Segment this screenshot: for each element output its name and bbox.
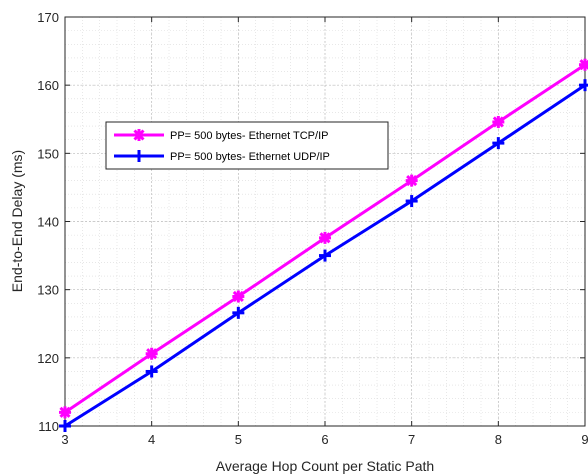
data-point (492, 137, 505, 150)
data-point (405, 174, 418, 187)
x-tick-label: 3 (61, 432, 68, 447)
data-point (319, 231, 331, 244)
x-tick-label: 5 (235, 432, 242, 447)
data-point (579, 79, 588, 92)
y-tick-label: 130 (37, 283, 59, 298)
legend-label: PP= 500 bytes- Ethernet TCP/IP (170, 130, 328, 142)
legend-swatch-marker (133, 150, 145, 162)
legend-label: PP= 500 bytes- Ethernet UDP/IP (170, 151, 330, 163)
data-point (492, 115, 505, 128)
data-point (145, 365, 158, 378)
data-point (319, 249, 331, 262)
series-layer (59, 58, 588, 432)
y-tick-label: 140 (37, 215, 59, 230)
legend: PP= 500 bytes- Ethernet TCP/IP PP= 500 by… (105, 121, 389, 170)
y-tick-label: 170 (37, 10, 59, 25)
x-axis: 3 4 5 6 7 8 9 (61, 17, 588, 447)
legend-entry: PP= 500 bytes- Ethernet TCP/IP (114, 129, 328, 142)
x-axis-label: Average Hop Count per Static Path (216, 458, 434, 474)
data-point (232, 290, 245, 303)
x-tick-label: 8 (495, 432, 502, 447)
data-point (59, 420, 71, 432)
x-tick-label: 7 (408, 432, 415, 447)
x-tick-label: 9 (581, 432, 588, 447)
series-2 (59, 79, 588, 432)
data-point (579, 58, 588, 71)
data-point (145, 347, 158, 360)
y-axis: 110 120 130 140 150 160 170 (37, 10, 585, 434)
y-tick-label: 120 (37, 351, 59, 366)
y-axis-label: End-to-End Delay (ms) (9, 150, 25, 292)
legend-box (105, 121, 389, 170)
legend-entry: PP= 500 bytes- Ethernet UDP/IP (114, 150, 330, 163)
x-tick-label: 4 (148, 432, 155, 447)
series-1 (59, 58, 588, 419)
data-point (59, 406, 71, 419)
y-tick-label: 160 (37, 78, 59, 93)
y-tick-label: 150 (37, 146, 59, 161)
x-tick-label: 6 (321, 432, 328, 447)
legend-swatch-marker (133, 129, 145, 141)
y-tick-label: 110 (38, 419, 59, 434)
data-point (405, 195, 418, 208)
data-point (232, 306, 245, 319)
